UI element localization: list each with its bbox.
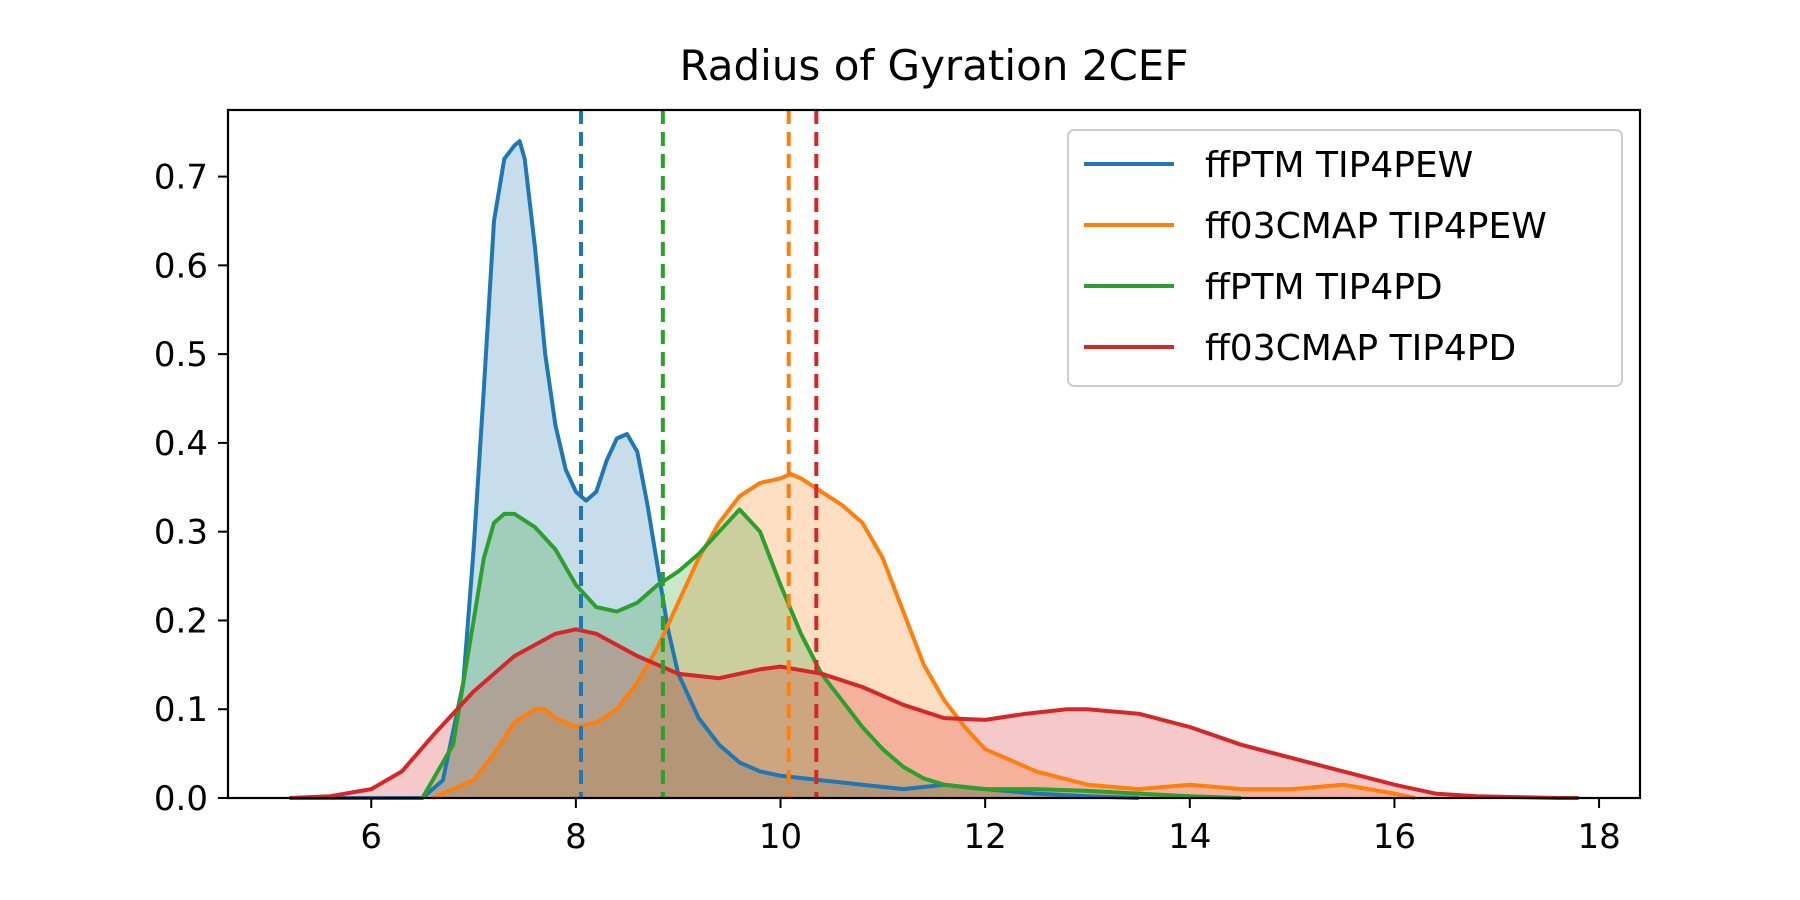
x-tick-label: 10 — [759, 817, 802, 857]
y-tick-label: 0.6 — [154, 246, 208, 286]
y-tick-label: 0.0 — [154, 779, 208, 819]
legend-label-1: ff03CMAP TIP4PEW — [1205, 206, 1547, 247]
y-tick-label: 0.2 — [154, 601, 208, 641]
series-fill-2 — [422, 509, 1241, 798]
series-line-3 — [289, 627, 1579, 800]
x-tick-label: 8 — [565, 817, 587, 857]
legend: ffPTM TIP4PEW ff03CMAP TIP4PEW ffPTM TIP4P… — [1067, 129, 1623, 387]
y-tick-label: 0.7 — [154, 158, 208, 198]
series-fill-0 — [289, 141, 1139, 799]
x-tick-label: 6 — [360, 817, 382, 857]
x-axis: 6 8 10 12 14 16 18 — [360, 798, 1621, 857]
chart-title: Radius of Gyration 2CEF — [680, 41, 1189, 90]
series-fill-3 — [289, 629, 1579, 798]
y-tick-label: 0.3 — [154, 513, 208, 553]
mean-lines — [579, 110, 819, 798]
y-tick-label: 0.4 — [154, 424, 208, 464]
plot-frame — [226, 108, 1642, 800]
series-line-1 — [431, 472, 1416, 800]
series-fill-1 — [432, 474, 1415, 798]
y-tick-label: 0.1 — [154, 690, 208, 730]
series-line-2 — [420, 507, 1242, 800]
legend-label-2: ffPTM TIP4PD — [1205, 267, 1443, 308]
y-axis: 0.0 0.1 0.2 0.3 0.4 0.5 0.6 0.7 — [154, 158, 228, 819]
legend-label-0: ffPTM TIP4PEW — [1205, 145, 1473, 186]
series-lines — [289, 139, 1579, 800]
legend-label-3: ff03CMAP TIP4PD — [1205, 328, 1516, 369]
series-line-0 — [289, 139, 1139, 800]
x-tick-label: 18 — [1577, 817, 1620, 857]
legend-box — [1067, 129, 1623, 387]
y-tick-label: 0.5 — [154, 335, 208, 375]
x-tick-label: 16 — [1373, 817, 1416, 857]
x-tick-label: 14 — [1168, 817, 1211, 857]
series-fills — [289, 141, 1579, 799]
x-tick-label: 12 — [964, 817, 1007, 857]
